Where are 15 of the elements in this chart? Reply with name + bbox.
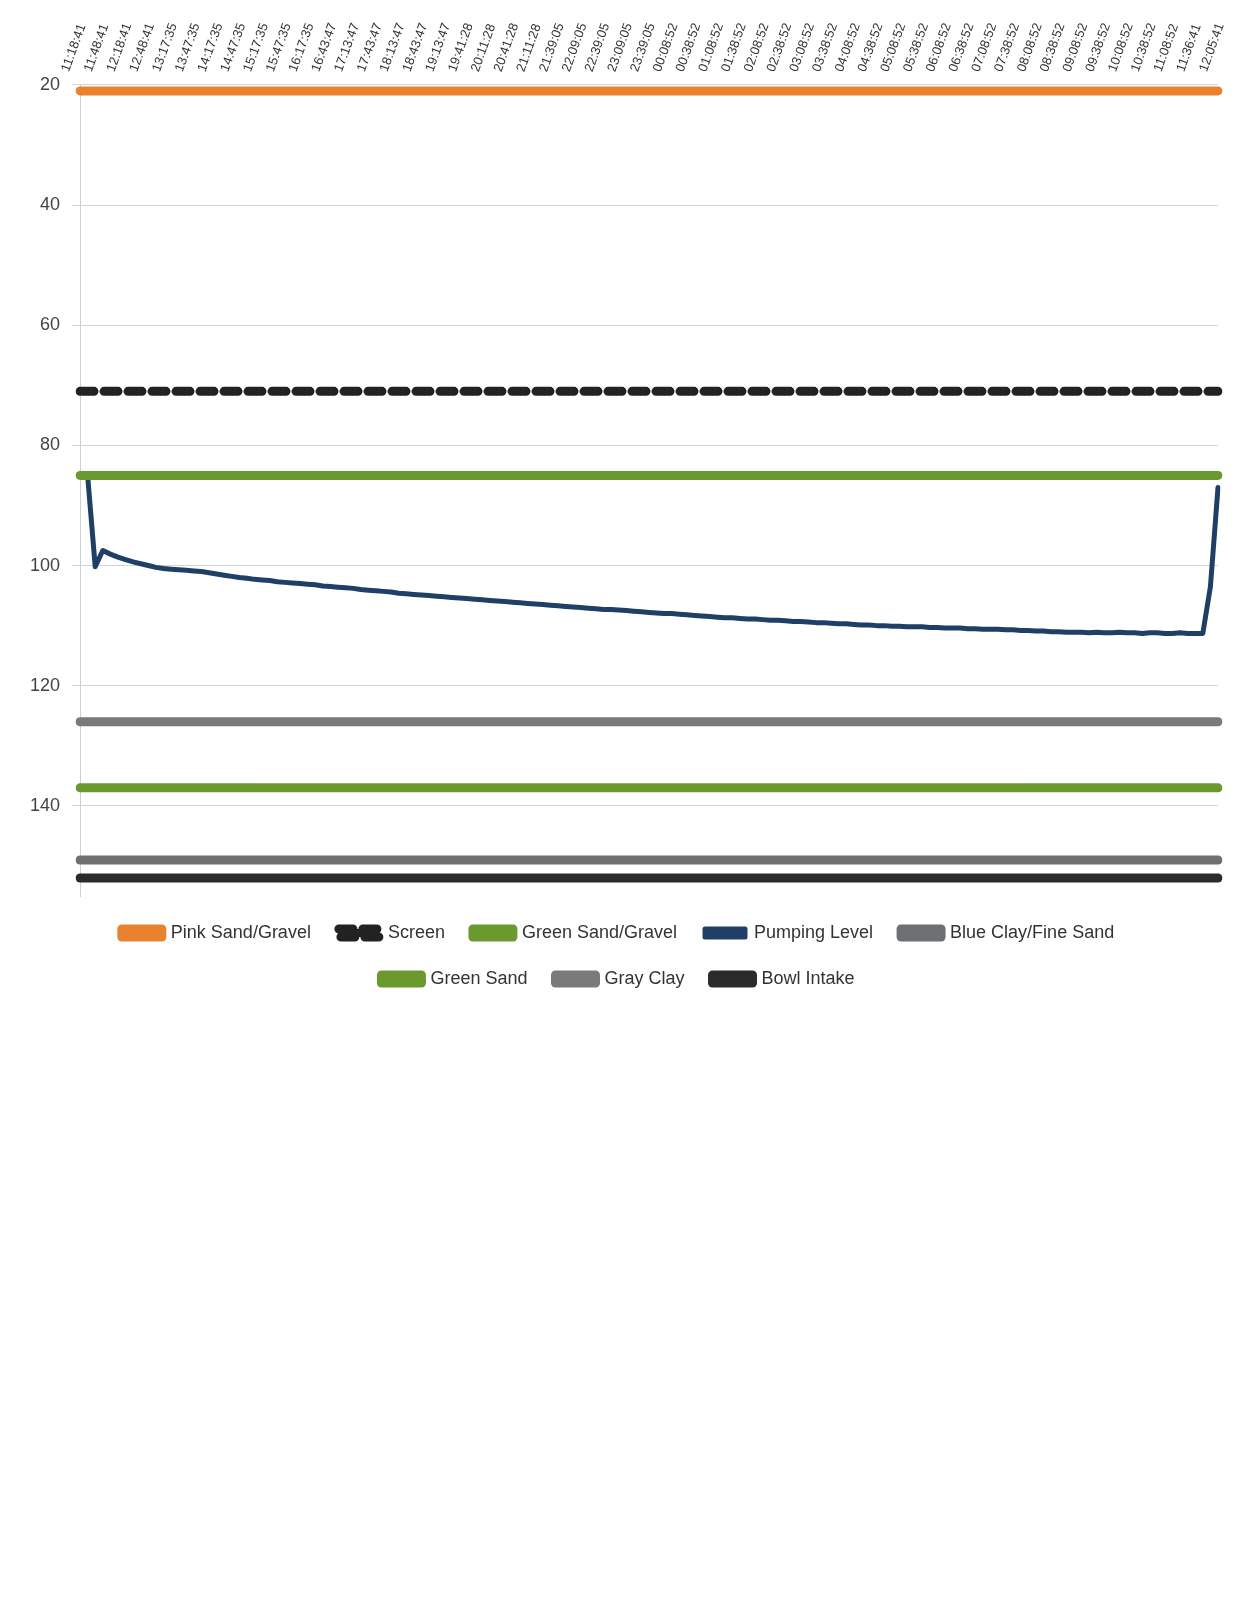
legend-label: Gray Clay [604,967,685,988]
legend-label: Screen [387,921,445,942]
y-tick-label: 20 [40,73,61,94]
y-tick-label: 140 [29,794,61,815]
y-tick-label: 80 [40,434,61,455]
y-tick-label: 100 [29,554,61,575]
legend-label: Bowl Intake [761,967,855,988]
y-tick-label: 120 [29,674,61,695]
y-tick-label: 60 [40,314,61,335]
legend-label: Pumping Level [754,921,874,942]
y-tick-label: 40 [40,194,61,215]
legend-label: Pink Sand/Gravel [170,921,311,942]
legend-label: Green Sand/Gravel [521,921,678,942]
legend-label: Green Sand [430,967,528,988]
legend-label: Blue Clay/Fine Sand [950,921,1115,942]
